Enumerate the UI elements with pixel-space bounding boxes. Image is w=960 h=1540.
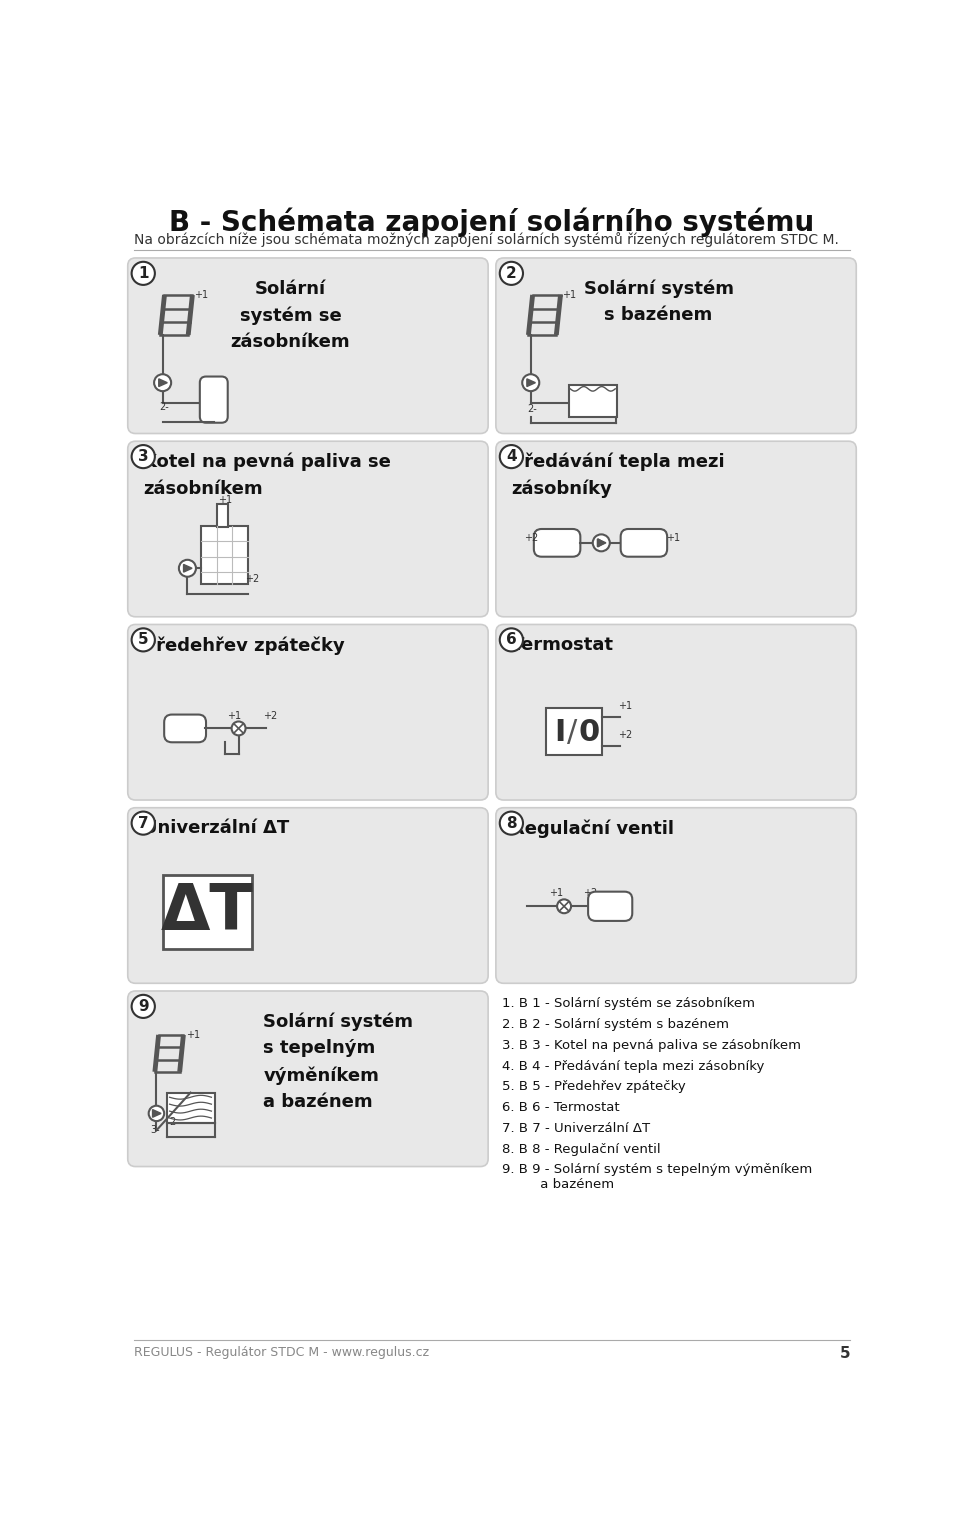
Circle shape: [557, 899, 571, 913]
Polygon shape: [597, 539, 606, 547]
Bar: [166, 1092, 214, 1123]
Text: +1: +1: [194, 290, 208, 300]
Circle shape: [500, 445, 523, 468]
Text: 2-: 2-: [158, 402, 169, 413]
Circle shape: [231, 721, 246, 735]
FancyBboxPatch shape: [534, 528, 581, 556]
Text: 2-: 2-: [169, 1116, 179, 1127]
Text: /: /: [567, 718, 577, 747]
Text: 5: 5: [138, 633, 149, 647]
Text: 4. B 4 - Předávání tepla mezi zásobníky: 4. B 4 - Předávání tepla mezi zásobníky: [502, 1060, 764, 1072]
FancyBboxPatch shape: [128, 992, 488, 1166]
Polygon shape: [153, 1109, 161, 1116]
Text: 9: 9: [138, 999, 149, 1013]
FancyBboxPatch shape: [496, 807, 856, 983]
Circle shape: [500, 628, 523, 651]
Text: +2: +2: [618, 730, 633, 741]
Text: ΔT: ΔT: [160, 881, 253, 942]
Text: 7. B 7 - Univerzální ΔT: 7. B 7 - Univerzální ΔT: [502, 1121, 650, 1135]
Circle shape: [149, 1106, 164, 1121]
Text: REGULUS - Regulátor STDC M - www.regulus.cz: REGULUS - Regulátor STDC M - www.regulus…: [134, 1346, 429, 1358]
Text: 5: 5: [839, 1346, 850, 1361]
Text: +2: +2: [263, 711, 276, 721]
Circle shape: [500, 812, 523, 835]
Text: Solární systém
s bazénem: Solární systém s bazénem: [584, 279, 733, 325]
Text: 1: 1: [138, 266, 149, 280]
Text: +1: +1: [666, 533, 681, 542]
FancyBboxPatch shape: [200, 376, 228, 422]
Circle shape: [132, 628, 155, 651]
FancyBboxPatch shape: [496, 624, 856, 799]
Text: Solární
systém se
zásobníkem: Solární systém se zásobníkem: [230, 279, 350, 351]
Text: B - Schémata zapojení solárního systému: B - Schémata zapojení solárního systému: [169, 208, 815, 237]
Text: I: I: [554, 718, 565, 747]
Bar: [162, 875, 252, 949]
FancyBboxPatch shape: [128, 440, 488, 616]
Text: +1: +1: [548, 889, 563, 898]
Text: Předávání tepla mezi
zásobníky: Předávání tepla mezi zásobníky: [512, 453, 725, 499]
Circle shape: [132, 262, 155, 285]
Text: 8. B 8 - Regulační ventil: 8. B 8 - Regulační ventil: [502, 1143, 660, 1155]
Bar: [568, 385, 616, 417]
Text: +2: +2: [524, 533, 538, 542]
Text: Regulační ventil: Regulační ventil: [512, 819, 674, 838]
Text: +2: +2: [583, 889, 597, 898]
Text: 3-: 3-: [150, 1126, 160, 1135]
Text: +1: +1: [186, 1030, 200, 1040]
Text: 5. B 5 - Předehřev zpátečky: 5. B 5 - Předehřev zpátečky: [502, 1080, 685, 1093]
Text: 6: 6: [506, 633, 516, 647]
Text: Kotel na pevná paliva se
zásobníkem: Kotel na pevná paliva se zásobníkem: [143, 453, 391, 497]
Text: Na obrázcích níže jsou schémata možných zapojení solárních systémů řízených regu: Na obrázcích níže jsou schémata možných …: [134, 233, 839, 248]
Text: 2-: 2-: [527, 403, 537, 414]
Text: Termostat: Termostat: [512, 636, 613, 654]
Text: 8: 8: [506, 816, 516, 830]
Polygon shape: [527, 379, 536, 387]
FancyBboxPatch shape: [621, 528, 667, 556]
Circle shape: [500, 262, 523, 285]
Bar: [546, 707, 602, 755]
FancyBboxPatch shape: [128, 257, 488, 433]
FancyBboxPatch shape: [496, 440, 856, 616]
Text: 9. B 9 - Solární systém s tepelným výměníkem
         a bazénem: 9. B 9 - Solární systém s tepelným výměn…: [502, 1164, 812, 1192]
Text: 3. B 3 - Kotel na pevná paliva se zásobníkem: 3. B 3 - Kotel na pevná paliva se zásobn…: [502, 1038, 801, 1052]
Text: 7: 7: [138, 816, 149, 830]
Text: +1: +1: [219, 494, 232, 505]
Text: 6. B 6 - Termostat: 6. B 6 - Termostat: [502, 1101, 620, 1113]
FancyBboxPatch shape: [128, 624, 488, 799]
Text: 1. B 1 - Solární systém se zásobníkem: 1. B 1 - Solární systém se zásobníkem: [502, 998, 756, 1010]
Circle shape: [592, 534, 610, 551]
Circle shape: [522, 374, 540, 391]
Text: 2: 2: [506, 266, 516, 280]
Text: Univerzální ΔT: Univerzální ΔT: [143, 819, 290, 838]
Text: 0: 0: [579, 718, 600, 747]
Polygon shape: [183, 564, 192, 571]
Text: +1: +1: [227, 711, 241, 721]
Bar: [202, 525, 248, 584]
FancyBboxPatch shape: [164, 715, 206, 742]
Circle shape: [155, 374, 171, 391]
Text: 2. B 2 - Solární systém s bazénem: 2. B 2 - Solární systém s bazénem: [502, 1018, 729, 1030]
Text: Solární systém
s tepelným
výměníkem
a bazénem: Solární systém s tepelným výměníkem a ba…: [263, 1013, 414, 1110]
Circle shape: [132, 812, 155, 835]
Circle shape: [132, 995, 155, 1018]
Text: Předehřev zpátečky: Předehřev zpátečky: [143, 636, 345, 654]
Text: +1: +1: [563, 290, 577, 300]
Text: 3: 3: [138, 450, 149, 464]
FancyBboxPatch shape: [496, 257, 856, 433]
Text: +1: +1: [618, 701, 633, 711]
Bar: [217, 504, 228, 527]
FancyBboxPatch shape: [588, 892, 633, 921]
FancyBboxPatch shape: [128, 807, 488, 983]
Polygon shape: [158, 379, 167, 387]
Circle shape: [132, 445, 155, 468]
Circle shape: [179, 559, 196, 576]
Text: 4: 4: [506, 450, 516, 464]
Text: +2: +2: [245, 574, 259, 584]
